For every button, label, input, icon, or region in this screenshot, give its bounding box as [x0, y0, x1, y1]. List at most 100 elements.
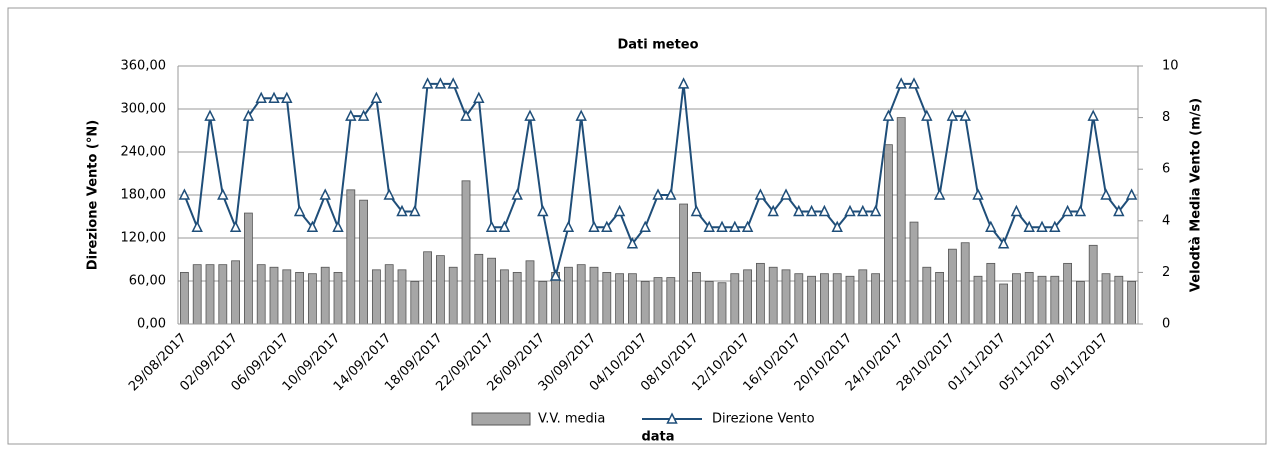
line-marker [1087, 109, 1099, 121]
line-marker [908, 77, 920, 89]
line-marker [396, 204, 408, 217]
line-marker [370, 91, 383, 103]
y-tick-label: 60,00 [129, 274, 166, 289]
legend-marker [666, 412, 678, 424]
bar [602, 271, 612, 325]
line-marker [537, 204, 549, 217]
bar [692, 271, 701, 325]
bar [333, 271, 343, 325]
line-marker [729, 220, 741, 232]
y2-axis-title: Velodtà Media Vento (m/s) [1189, 98, 1204, 292]
bar [768, 266, 778, 325]
line-marker [1100, 188, 1112, 200]
line-marker [281, 91, 293, 103]
y2-tick-label: 8 [1162, 110, 1170, 125]
line-marker [665, 188, 677, 200]
bar [269, 266, 279, 325]
bar [474, 253, 484, 325]
bar [243, 212, 253, 325]
bar [1127, 281, 1136, 325]
bar [1024, 271, 1034, 325]
y-axis-title: Direzione Vento (°N) [86, 120, 101, 270]
line-marker [562, 220, 575, 232]
y2-tick-label: 6 [1162, 162, 1170, 177]
bar [986, 262, 996, 325]
bar [871, 273, 880, 325]
line-marker [549, 269, 562, 281]
line-marker [306, 220, 319, 232]
line-marker [332, 220, 344, 232]
line-marker [511, 188, 523, 200]
bar [973, 275, 983, 325]
x-axis-title: data [641, 430, 674, 445]
bar [909, 221, 919, 325]
line-marker [255, 91, 267, 103]
bar [1101, 273, 1111, 325]
bar [435, 255, 445, 325]
line-marker [741, 220, 754, 232]
bar [346, 189, 356, 325]
bar [231, 260, 241, 325]
line-marker [383, 188, 395, 200]
bar [179, 271, 189, 325]
bar [807, 275, 816, 325]
bar [896, 117, 906, 325]
bar [487, 257, 497, 325]
bar [307, 273, 317, 325]
line-marker [1023, 220, 1035, 232]
legend-swatch [471, 412, 531, 426]
legend-label: V.V. media [538, 412, 605, 427]
line-marker [652, 188, 664, 200]
bar [884, 144, 893, 325]
line-marker [601, 220, 613, 232]
line-marker [498, 220, 511, 232]
bar [845, 275, 855, 325]
bar [1050, 275, 1060, 325]
line-marker [716, 220, 728, 232]
bar [756, 262, 765, 325]
bar [256, 264, 266, 325]
bar [960, 242, 970, 325]
bar [679, 203, 688, 325]
line-marker [485, 220, 498, 232]
bar [448, 266, 458, 325]
legend-label: Direzione Vento [712, 412, 815, 427]
line-marker [524, 109, 536, 121]
bar [218, 264, 228, 325]
line-marker [831, 220, 843, 232]
bar [1012, 273, 1021, 325]
bar [653, 277, 663, 325]
bar [743, 269, 752, 325]
y2-tick-label: 10 [1162, 59, 1179, 74]
bar [858, 269, 868, 325]
line-marker [319, 188, 331, 200]
bar [1063, 262, 1072, 325]
line-marker [882, 109, 895, 121]
line-marker [869, 204, 882, 217]
line-marker [1036, 220, 1048, 232]
line-marker [613, 204, 626, 217]
line-marker [191, 220, 203, 232]
bar [359, 199, 369, 325]
bar [820, 273, 829, 325]
line-marker [754, 188, 767, 200]
bar [295, 271, 305, 325]
line-marker [946, 109, 959, 121]
bar [948, 248, 957, 325]
y-tick-label: 0,00 [137, 317, 166, 332]
line-marker [217, 188, 229, 200]
y-tick-label: 300,00 [121, 102, 167, 117]
line-marker [447, 77, 459, 89]
line-marker [677, 77, 690, 89]
bar [628, 273, 637, 325]
line-marker [1061, 204, 1074, 217]
line-marker [921, 109, 933, 121]
line-marker [242, 109, 255, 121]
line-marker [1074, 204, 1087, 217]
line-marker [434, 77, 447, 89]
line-marker [703, 220, 715, 232]
bar [589, 266, 599, 325]
line-marker [460, 109, 472, 121]
line-marker [421, 77, 434, 89]
